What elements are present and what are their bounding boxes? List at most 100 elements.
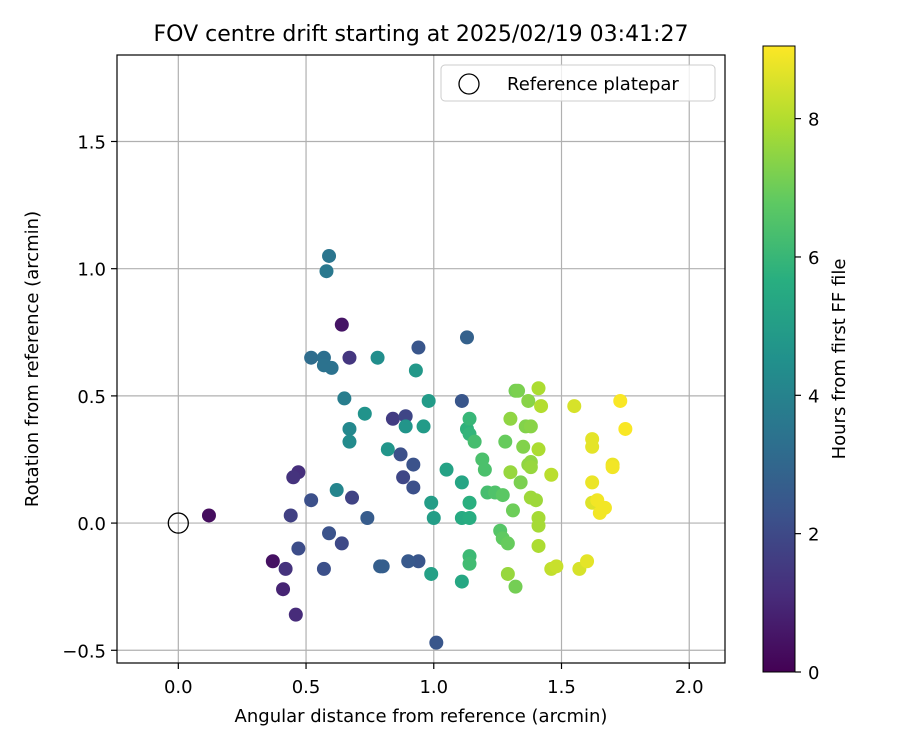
data-point — [291, 541, 306, 556]
data-point — [467, 434, 482, 449]
y-tick-label: 0.0 — [77, 514, 106, 535]
data-point — [380, 442, 395, 457]
data-point — [278, 561, 293, 576]
data-point — [521, 393, 536, 408]
data-point — [411, 554, 426, 569]
x-axis-label: Angular distance from reference (arcmin) — [235, 706, 608, 727]
data-point — [424, 495, 439, 510]
y-tick-label: 0.5 — [77, 387, 106, 408]
data-point — [567, 399, 582, 414]
data-point — [531, 518, 546, 533]
colorbar-label: Hours from first FF file — [829, 259, 850, 460]
data-point — [424, 566, 439, 581]
data-point — [319, 264, 334, 279]
data-point — [597, 500, 612, 515]
data-point — [334, 317, 349, 332]
data-point — [406, 457, 421, 472]
data-point — [342, 350, 357, 365]
data-point — [398, 419, 413, 434]
data-point — [286, 470, 301, 485]
data-point — [385, 411, 400, 426]
data-point — [324, 360, 339, 375]
data-point — [549, 559, 564, 574]
y-tick-label: −0.5 — [62, 641, 106, 662]
data-point — [396, 470, 411, 485]
data-point — [375, 559, 390, 574]
legend: Reference platepar — [440, 64, 716, 102]
colorbar-tick-label: 0 — [808, 663, 819, 684]
data-point — [342, 421, 357, 436]
data-point — [580, 554, 595, 569]
plot-frame — [116, 54, 726, 664]
x-tick-label: 0.0 — [164, 677, 193, 698]
data-point — [462, 556, 477, 571]
data-point — [370, 350, 385, 365]
data-point — [401, 554, 416, 569]
colorbar-tick-label: 4 — [808, 386, 819, 407]
data-point — [498, 434, 513, 449]
data-point — [288, 607, 303, 622]
data-point — [531, 442, 546, 457]
data-point — [360, 510, 375, 525]
data-point — [304, 350, 319, 365]
data-point — [508, 579, 523, 594]
data-point — [462, 411, 477, 426]
data-point — [421, 393, 436, 408]
data-point — [523, 419, 538, 434]
colorbar-tick-label: 8 — [808, 110, 819, 131]
colorbar-tick-label: 6 — [808, 248, 819, 269]
x-axis-ticks: 0.0 0.5 1.0 1.5 2.0 — [164, 663, 704, 698]
chart-title: FOV centre drift starting at 2025/02/19 … — [154, 22, 689, 47]
data-point — [393, 447, 408, 462]
data-point — [398, 409, 413, 424]
data-point — [618, 421, 633, 436]
data-point — [329, 483, 344, 498]
data-point — [585, 475, 600, 490]
colorbar — [762, 45, 796, 673]
data-point — [322, 248, 337, 263]
data-point — [345, 490, 360, 505]
data-point — [429, 635, 444, 650]
y-axis-label: Rotation from reference (arcmin) — [22, 211, 43, 507]
reference-marker-group — [167, 512, 189, 534]
data-point — [304, 493, 319, 508]
reference-platepar-marker — [167, 512, 189, 534]
legend-reference-marker — [458, 73, 480, 95]
data-point — [342, 434, 357, 449]
data-point — [511, 383, 526, 398]
data-point — [276, 582, 291, 597]
data-point — [462, 510, 477, 525]
data-point — [459, 330, 474, 345]
data-points — [201, 248, 633, 650]
colorbar-tick-label: 2 — [808, 525, 819, 546]
data-point — [500, 536, 515, 551]
data-point — [454, 393, 469, 408]
data-point — [534, 399, 549, 414]
data-point — [334, 536, 349, 551]
data-point — [408, 363, 423, 378]
data-point — [439, 462, 454, 477]
data-point — [531, 538, 546, 553]
data-point — [477, 462, 492, 477]
data-point — [265, 554, 280, 569]
data-point — [505, 503, 520, 518]
y-tick-label: 1.0 — [77, 260, 106, 281]
data-point — [411, 340, 426, 355]
y-tick-label: 1.5 — [77, 132, 106, 153]
x-tick-label: 2.0 — [675, 677, 704, 698]
data-point — [454, 475, 469, 490]
x-tick-label: 1.0 — [419, 677, 448, 698]
data-point — [357, 406, 372, 421]
data-point — [528, 493, 543, 508]
data-point — [523, 460, 538, 475]
data-point — [201, 508, 216, 523]
data-point — [426, 510, 441, 525]
data-point — [516, 439, 531, 454]
legend-box — [440, 64, 716, 102]
data-point — [500, 566, 515, 581]
data-point — [513, 475, 528, 490]
x-tick-label: 0.5 — [292, 677, 321, 698]
data-point — [322, 526, 337, 541]
